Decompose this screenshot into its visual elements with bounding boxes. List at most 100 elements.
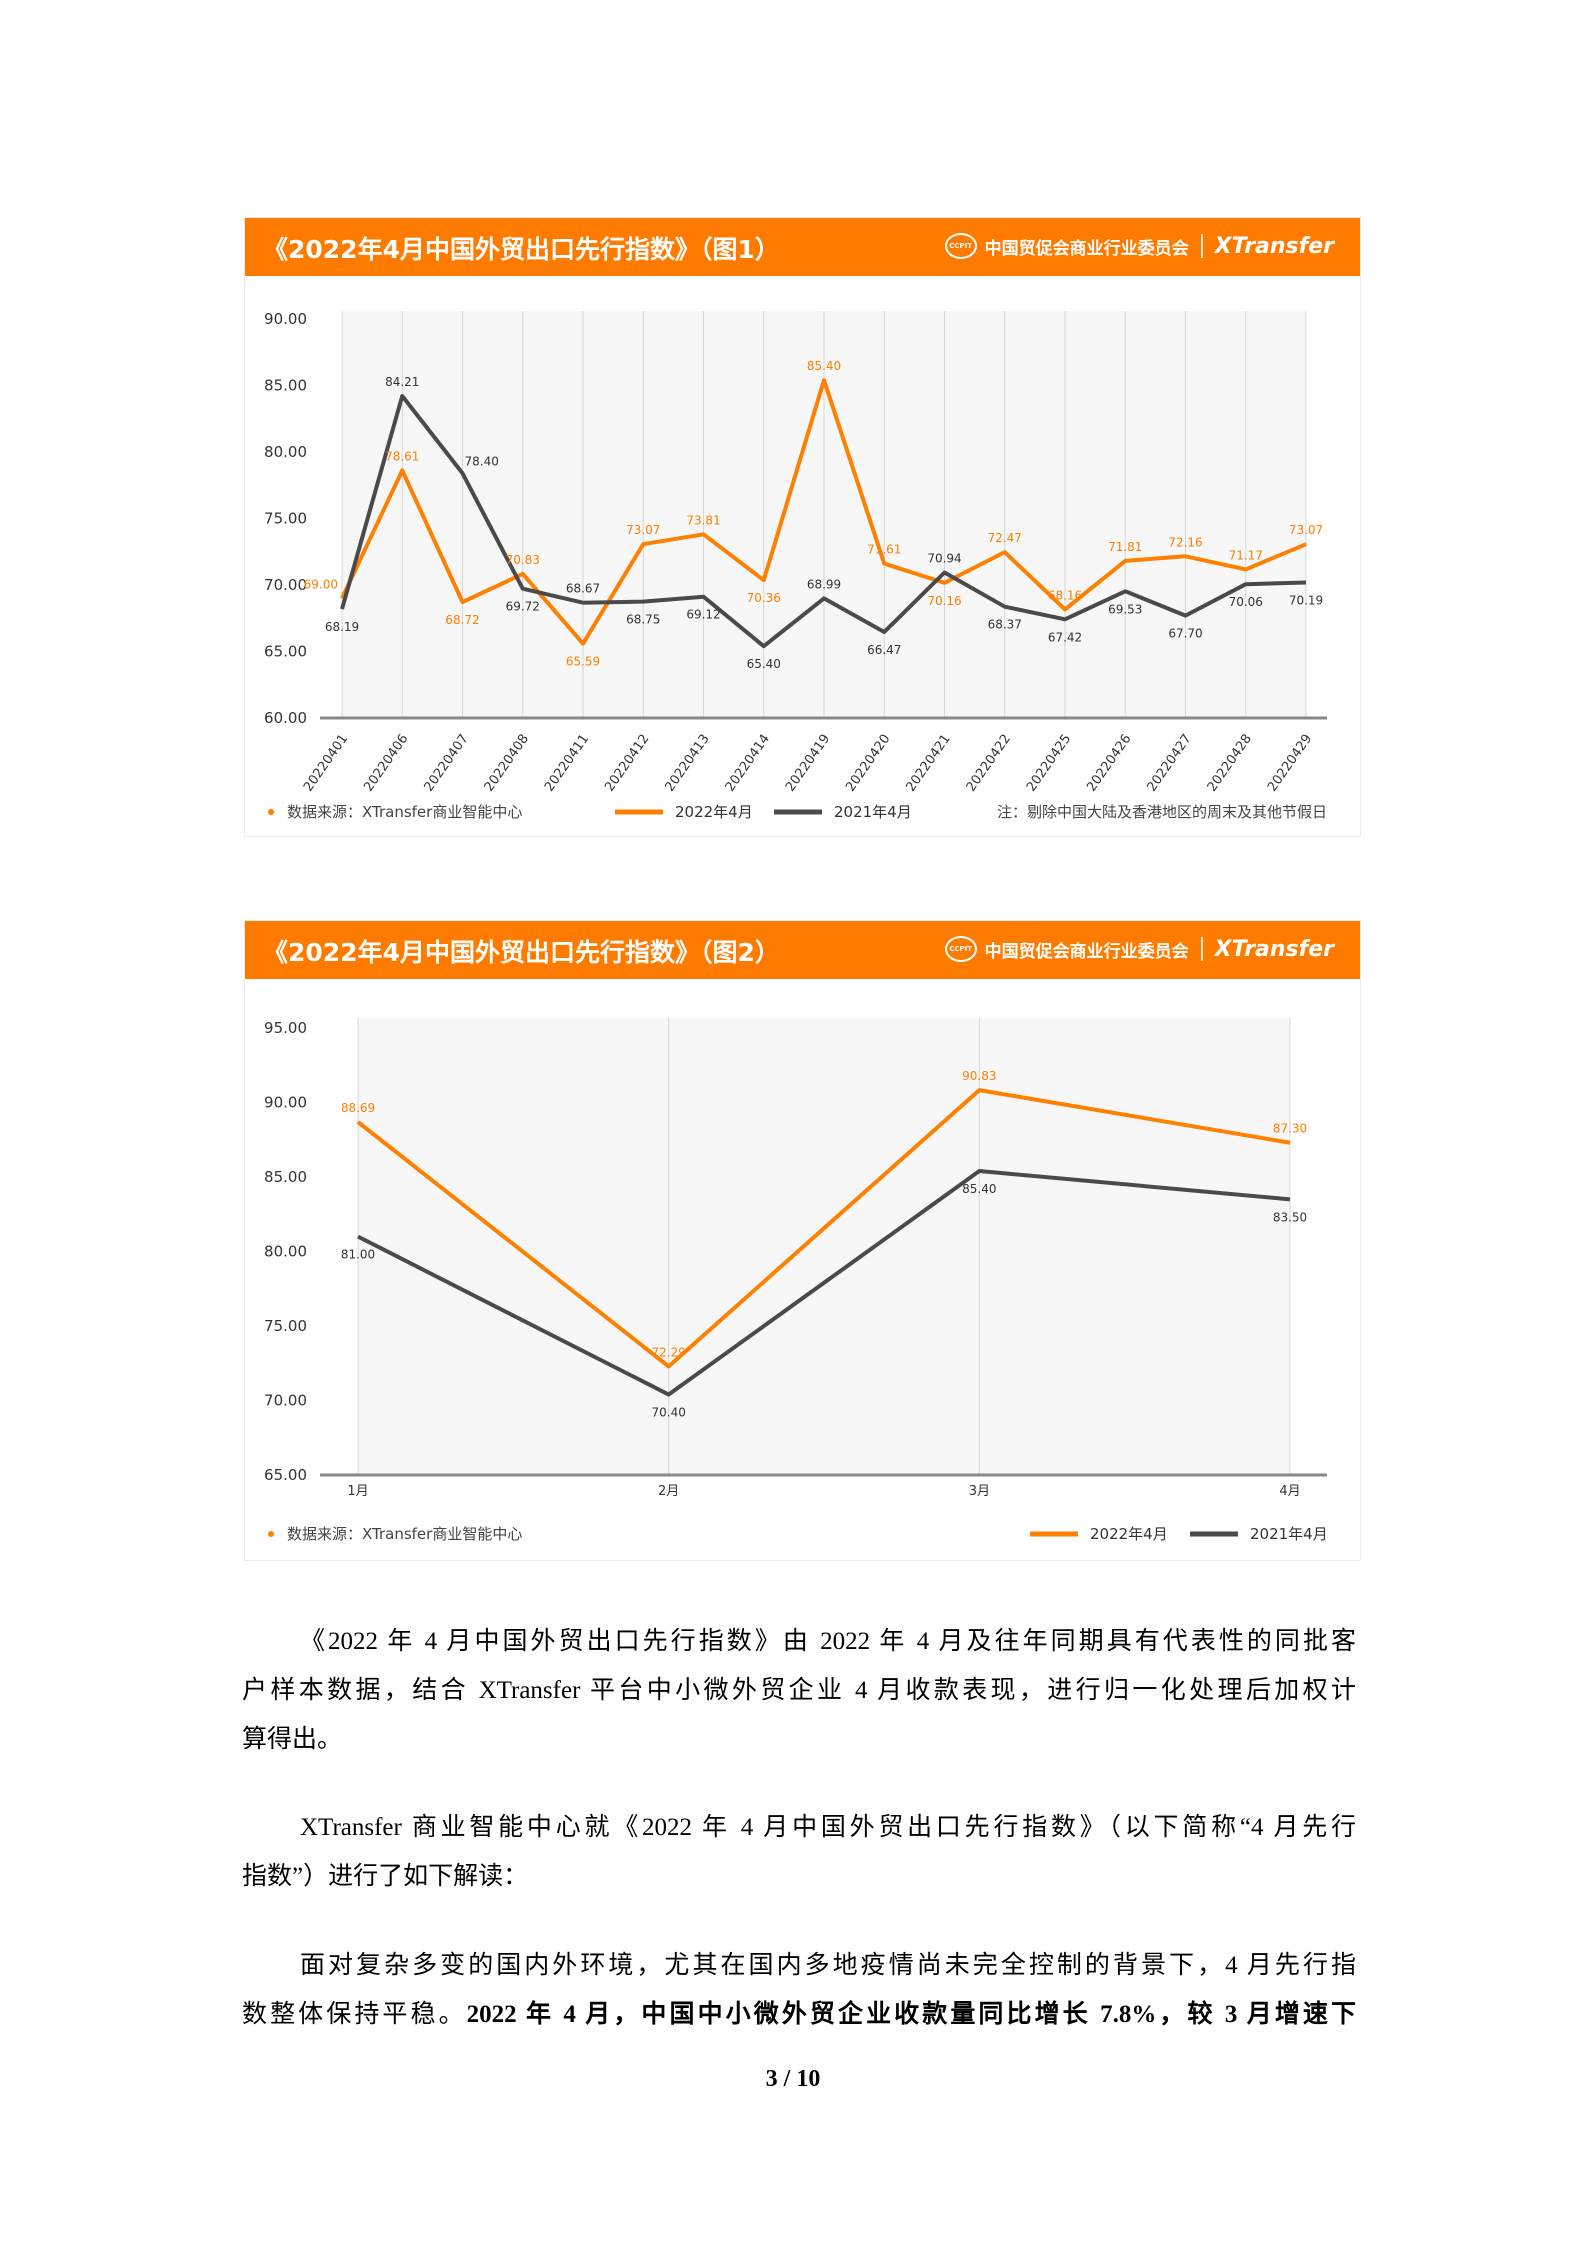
x-tick-label: 20220413	[663, 732, 713, 795]
chart-2: 《2022年4月中国外贸出口先行指数》（图2） CCPIT 中国贸促会商业行业委…	[245, 921, 1360, 1560]
legend-label: 2022年4月	[675, 803, 753, 821]
plot-background	[358, 1018, 1290, 1475]
data-label: 78.61	[385, 449, 419, 463]
y-tick-label: 75.00	[264, 510, 307, 528]
x-tick-label: 20220428	[1205, 732, 1255, 795]
x-tick-label: 20220420	[843, 732, 893, 795]
divider	[1200, 937, 1203, 961]
org-name: 中国贸促会商业行业委员会	[984, 941, 1189, 962]
x-tick-label: 20220411	[542, 732, 592, 795]
data-label: 84.21	[385, 375, 419, 389]
data-label: 73.07	[1289, 523, 1323, 537]
text-normal: 数整体保持平稳。	[242, 2001, 467, 2028]
paragraph-1: 《2022 年 4 月中国外贸出口先行指数》由 2022 年 4 月及往年同期具…	[242, 1617, 1356, 1764]
series-line-2021	[357, 1169, 1291, 1397]
bullet-icon	[268, 1531, 274, 1537]
text-line: 算得出。	[242, 1726, 343, 1753]
data-label: 69.72	[506, 600, 540, 614]
x-tick-label: 20220421	[904, 732, 954, 795]
text-line: 数整体保持平稳。2022 年 4 月，中国中小微外贸企业收款量同比增长 7.8%…	[242, 1990, 1356, 2039]
data-label: 69.53	[1108, 602, 1142, 616]
line-chart: 95.00 90.00 85.00 80.00 75.00 70.00 65.00 1月 2月 3…	[264, 1018, 1328, 1543]
data-label: 87.30	[1273, 1122, 1307, 1136]
data-label: 66.47	[867, 643, 901, 657]
x-tick-label: 20220412	[602, 732, 652, 795]
page-number: 3 / 10	[765, 2066, 821, 2092]
data-label: 68.75	[626, 613, 660, 627]
x-tick-label: 20220408	[482, 732, 532, 795]
data-label: 68.16	[1048, 588, 1082, 602]
data-label: 71.81	[1108, 540, 1142, 554]
legend-label: 2022年4月	[1090, 1525, 1168, 1543]
y-tick-label: 95.00	[264, 1019, 307, 1037]
data-label: 78.40	[465, 454, 499, 468]
data-label: 83.50	[1273, 1210, 1307, 1224]
brand-logo: XTransfer	[1214, 936, 1334, 962]
data-label: 90.83	[962, 1069, 996, 1083]
x-tick-label: 20220401	[301, 732, 351, 795]
chart-header: 《2022年4月中国外贸出口先行指数》（图2） CCPIT 中国贸促会商业行业委…	[245, 921, 1360, 979]
chart-title: 《2022年4月中国外贸出口先行指数》（图2）	[263, 938, 780, 967]
chart-1: 《2022年4月中国外贸出口先行指数》（图1） CCPIT 中国贸促会商业行业委…	[245, 218, 1360, 836]
chart-title: 《2022年4月中国外贸出口先行指数》（图1）	[263, 235, 780, 264]
y-tick-label: 80.00	[264, 443, 307, 461]
legend-label: 2021年4月	[834, 803, 912, 821]
y-tick-label: 70.00	[264, 1392, 307, 1410]
x-tick-label: 20220426	[1084, 732, 1134, 795]
data-source: 数据来源：XTransfer商业智能中心	[287, 1525, 522, 1543]
text-line: XTransfer 商业智能中心就《2022 年 4 月中国外贸出口先行指数》（…	[300, 1814, 1356, 1841]
data-label: 69.00	[304, 577, 338, 591]
data-label: 67.70	[1168, 627, 1202, 641]
data-label: 68.19	[325, 620, 359, 634]
series-line-2021	[340, 394, 1307, 649]
y-tick-label: 65.00	[264, 643, 307, 661]
data-label: 70.36	[747, 591, 781, 605]
data-label: 70.83	[506, 553, 540, 567]
text-line: 《2022 年 4 月中国外贸出口先行指数》由 2022 年 4 月及往年同期具…	[300, 1628, 1356, 1655]
legend-label: 2021年4月	[1250, 1525, 1328, 1543]
data-label: 68.67	[566, 582, 600, 596]
y-tick-label: 70.00	[264, 576, 307, 594]
x-tick-label: 20220427	[1145, 732, 1195, 795]
data-label: 68.37	[988, 618, 1022, 632]
data-label: 70.40	[651, 1406, 685, 1420]
ccpit-logo-icon: CCPIT	[944, 936, 977, 962]
data-label: 70.94	[927, 551, 961, 565]
x-tick-label: 20220422	[964, 732, 1014, 795]
x-tick-label: 20220414	[723, 732, 773, 795]
data-label: 72.16	[1168, 535, 1202, 549]
paragraph-3: 面对复杂多变的国内外环境，尤其在国内多地疫情尚未完全控制的背景下，4 月先行指 …	[242, 1941, 1356, 2039]
data-label: 70.06	[1229, 595, 1263, 609]
y-tick-label: 80.00	[264, 1243, 307, 1261]
data-label: 73.07	[626, 523, 660, 537]
data-label: 68.72	[445, 613, 479, 627]
line-chart: 90.00 85.00 80.00 75.00 70.00 65.00 60.00 20220…	[264, 310, 1327, 821]
x-tick-label: 20220419	[783, 732, 833, 795]
data-label: 85.40	[962, 1182, 996, 1196]
text-line: 指数”）进行了如下解读：	[242, 1863, 529, 1890]
bullet-icon	[268, 809, 274, 815]
y-tick-label: 75.00	[264, 1317, 307, 1335]
data-label: 65.40	[747, 657, 781, 671]
text-line: 户样本数据，结合 XTransfer 平台中小微外贸企业 4 月收款表现，进行归…	[242, 1677, 1356, 1704]
y-tick-label: 85.00	[264, 377, 307, 395]
data-label: 68.99	[807, 577, 841, 591]
x-tick-label: 20220425	[1024, 732, 1074, 795]
x-tick-label: 20220407	[422, 732, 472, 795]
data-label: 71.17	[1229, 548, 1263, 562]
divider	[1200, 234, 1203, 258]
data-label: 70.19	[1289, 593, 1323, 607]
y-tick-label: 65.00	[264, 1466, 307, 1484]
x-tick-label: 20220406	[361, 732, 411, 795]
logo: CCPIT 中国贸促会商业行业委员会 XTransfer	[944, 233, 1334, 259]
chart-header: 《2022年4月中国外贸出口先行指数》（图1） CCPIT 中国贸促会商业行业委…	[245, 218, 1360, 276]
y-tick-label: 90.00	[264, 1094, 307, 1112]
y-tick-label: 85.00	[264, 1168, 307, 1186]
data-label: 69.12	[686, 608, 720, 622]
logo: CCPIT 中国贸促会商业行业委员会 XTransfer	[944, 936, 1334, 962]
data-label: 88.69	[341, 1101, 375, 1115]
data-label: 73.81	[686, 513, 720, 527]
y-tick-label: 90.00	[264, 310, 307, 328]
data-label: 72.29	[651, 1345, 685, 1359]
data-label: 81.00	[341, 1248, 375, 1262]
